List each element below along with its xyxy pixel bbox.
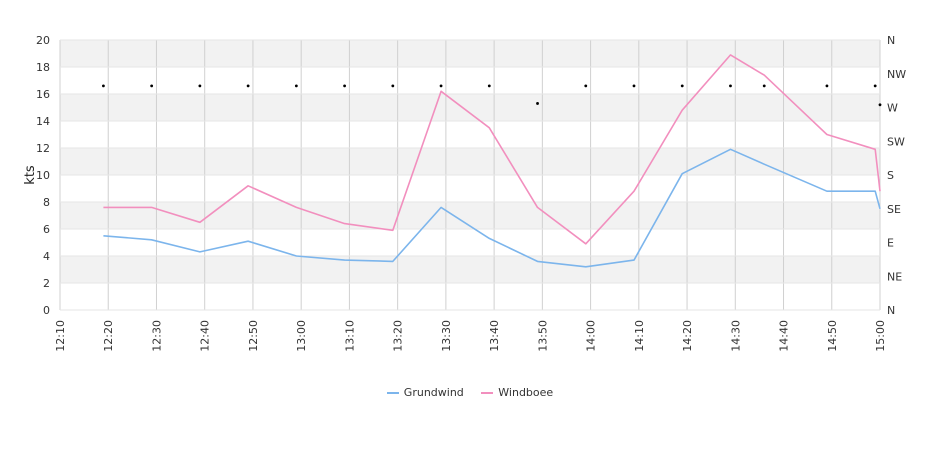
plot-band [60,202,880,229]
x-tick-label: 14:50 [826,320,839,352]
x-tick-label: 14:10 [633,320,646,352]
direction-marker [246,84,250,88]
direction-marker [150,84,154,88]
x-axis: 12:10 12:20 12:30 12:40 12:50 13:00 13:10 13:20… [54,320,887,352]
x-tick-label: 12:20 [102,320,115,352]
x-tick-label: 15:00 [874,320,887,352]
y-axis-right-direction: N NE E SE S SW W NW N [887,34,906,317]
direction-marker [729,84,732,88]
x-tick-label: 14:00 [585,320,598,352]
y-tick-label: 14 [36,115,50,128]
plot-band [60,121,880,148]
y-tick-label: 6 [43,223,50,236]
y-tick-label: 8 [43,196,50,209]
plot-band [60,94,880,121]
plot-band [60,229,880,256]
horizontal-gridlines [60,39,880,311]
legend-label-grundwind: Grundwind [403,386,464,399]
plot-band [60,67,880,94]
y-tick-label: 2 [43,277,50,290]
plot-band [60,175,880,202]
direction-markers [102,84,882,107]
legend-item-grundwind[interactable]: Grundwind [386,386,464,399]
x-tick-label: 14:30 [729,320,742,352]
direction-tick-label: NE [887,270,902,283]
series-lines [103,54,881,268]
direction-tick-label: SE [887,203,901,216]
direction-marker [102,84,105,88]
legend: Grundwind Windboee [0,386,940,399]
x-tick-label: 13:10 [343,320,356,352]
y-axis-label: kts [23,165,38,185]
x-tick-label: 13:40 [488,320,501,352]
legend-swatch-grundwind [386,392,399,394]
direction-tick-label: N [887,304,895,317]
y-tick-label: 18 [36,61,50,74]
direction-tick-label: N [887,34,895,47]
x-tick-label: 13:00 [295,320,308,352]
direction-marker [198,84,202,88]
direction-marker [873,84,877,88]
x-tick-label: 14:40 [778,320,791,352]
direction-marker [825,84,829,88]
x-tick-label: 14:20 [681,320,694,352]
plot-band [60,148,880,175]
direction-tick-label: NW [887,68,906,81]
series-line-grundwind [103,148,881,268]
direction-marker [439,84,443,88]
direction-marker [632,84,636,88]
direction-marker [391,84,395,88]
plot-bands [60,40,880,310]
y-tick-label: 12 [36,142,50,155]
direction-marker [762,84,766,88]
direction-tick-label: W [887,102,898,115]
direction-marker [487,84,491,88]
x-tick-label: 12:30 [150,320,163,352]
x-tick-label: 13:50 [536,320,549,352]
x-tick-label: 12:40 [199,320,212,352]
y-tick-label: 4 [43,250,50,263]
plot-band [60,256,880,283]
legend-swatch-windboee [481,392,494,394]
y-tick-label: 16 [36,88,50,101]
direction-marker [294,84,298,88]
plot-band [60,40,880,67]
x-tick-label: 12:10 [54,320,67,352]
y-tick-label: 10 [36,169,50,182]
direction-marker [878,103,882,107]
direction-marker [680,84,684,88]
direction-tick-label: S [887,169,894,182]
y-tick-label: 0 [43,304,50,317]
series-line-windboee [103,54,881,245]
legend-label-windboee: Windboee [498,386,554,399]
direction-tick-label: E [887,237,894,250]
direction-tick-label: SW [887,135,905,148]
direction-marker [343,84,346,88]
y-axis-left: 0 2 4 6 8 10 12 14 16 18 20 [36,34,50,317]
x-tick-label: 13:30 [440,320,453,352]
plot-band [60,283,880,310]
x-tick-label: 12:50 [247,320,260,352]
legend-item-windboee[interactable]: Windboee [481,386,553,399]
direction-marker [584,84,588,88]
direction-marker [536,102,539,105]
y-tick-label: 20 [36,34,50,47]
x-tick-label: 13:20 [392,320,405,352]
